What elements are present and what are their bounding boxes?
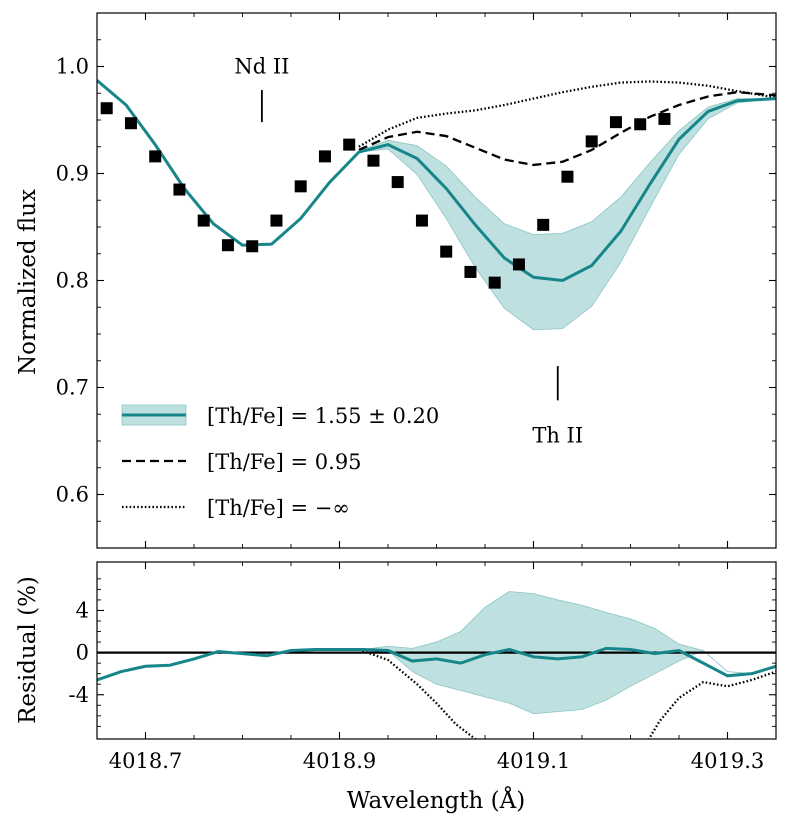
observed-point bbox=[294, 180, 307, 193]
observed-point bbox=[391, 176, 404, 189]
observed-point bbox=[367, 154, 380, 167]
y-tick-label: 4 bbox=[76, 598, 89, 622]
x-tick-label: 4019.1 bbox=[497, 749, 570, 773]
observed-point bbox=[609, 116, 622, 129]
observed-point bbox=[197, 214, 210, 227]
observed-point bbox=[221, 239, 234, 252]
y-tick-label: 0.8 bbox=[56, 269, 89, 293]
spectrum-panel: Nd II Th II 0.6 0.7 0.8 0.9 1.0 Normalized fl… bbox=[15, 12, 777, 549]
y-tick-label: -4 bbox=[69, 683, 89, 707]
observed-point bbox=[415, 214, 428, 227]
observed-point bbox=[124, 117, 137, 130]
x-axis-label: Wavelength (Å) bbox=[347, 786, 525, 814]
annotation-label: Th II bbox=[532, 424, 583, 448]
observed-point bbox=[149, 150, 162, 163]
observed-point bbox=[561, 170, 574, 183]
y-tick-label: 0.6 bbox=[56, 483, 89, 507]
observed-point bbox=[658, 112, 671, 125]
observed-point bbox=[512, 258, 525, 271]
y-tick-label: 0.7 bbox=[56, 376, 89, 400]
model-line-solid bbox=[97, 79, 776, 283]
y-tick-label: 1.0 bbox=[56, 55, 89, 79]
observed-point bbox=[318, 150, 331, 163]
model-line-dashed bbox=[358, 91, 776, 167]
x-tick-label: 4018.9 bbox=[303, 749, 376, 773]
observed-point bbox=[585, 135, 598, 148]
spectrum-axes-frame bbox=[96, 12, 777, 549]
residual-y-axis-label: Residual (%) bbox=[15, 576, 41, 724]
spectrum-y-axis-label: Normalized flux bbox=[15, 189, 41, 375]
x-tick-label: 4018.7 bbox=[109, 749, 182, 773]
legend-label: [Th/Fe] = 0.95 bbox=[207, 450, 362, 474]
observed-point bbox=[246, 240, 259, 253]
legend-label: [Th/Fe] = −∞ bbox=[207, 496, 350, 520]
annotation-label: Nd II bbox=[234, 55, 289, 79]
observed-point bbox=[537, 218, 550, 231]
observed-point bbox=[270, 214, 283, 227]
y-tick-label: 0.9 bbox=[56, 162, 89, 186]
y-tick-label: 0 bbox=[76, 641, 89, 665]
legend: [Th/Fe] = 1.55 ± 0.20 [Th/Fe] = 0.95 [Th/F… bbox=[121, 404, 439, 520]
residual-line-dotted bbox=[358, 648, 776, 739]
observed-point bbox=[464, 265, 477, 278]
observed-points bbox=[100, 102, 671, 289]
observed-point bbox=[634, 118, 647, 131]
observed-point bbox=[100, 102, 113, 115]
residual-lines bbox=[97, 646, 776, 739]
x-tick-label: 4019.3 bbox=[691, 749, 764, 773]
model-line-dotted bbox=[358, 80, 776, 148]
observed-point bbox=[173, 183, 186, 196]
line-annotations: Nd II Th II bbox=[234, 55, 583, 448]
observed-point bbox=[343, 138, 356, 151]
observed-point bbox=[488, 276, 501, 289]
spectrum-ticks: 0.6 0.7 0.8 0.9 1.0 bbox=[56, 12, 777, 549]
legend-label: [Th/Fe] = 1.55 ± 0.20 bbox=[207, 404, 439, 428]
observed-point bbox=[440, 245, 453, 258]
spectrum-model-lines bbox=[97, 79, 776, 283]
residual-panel: 4018.7 4018.9 4019.1 4019.3 -4 0 4 Residual (%… bbox=[15, 561, 777, 814]
residual-ticks: 4018.7 4018.9 4019.1 4019.3 -4 0 4 bbox=[69, 562, 777, 773]
residual-line-solid bbox=[97, 646, 776, 682]
